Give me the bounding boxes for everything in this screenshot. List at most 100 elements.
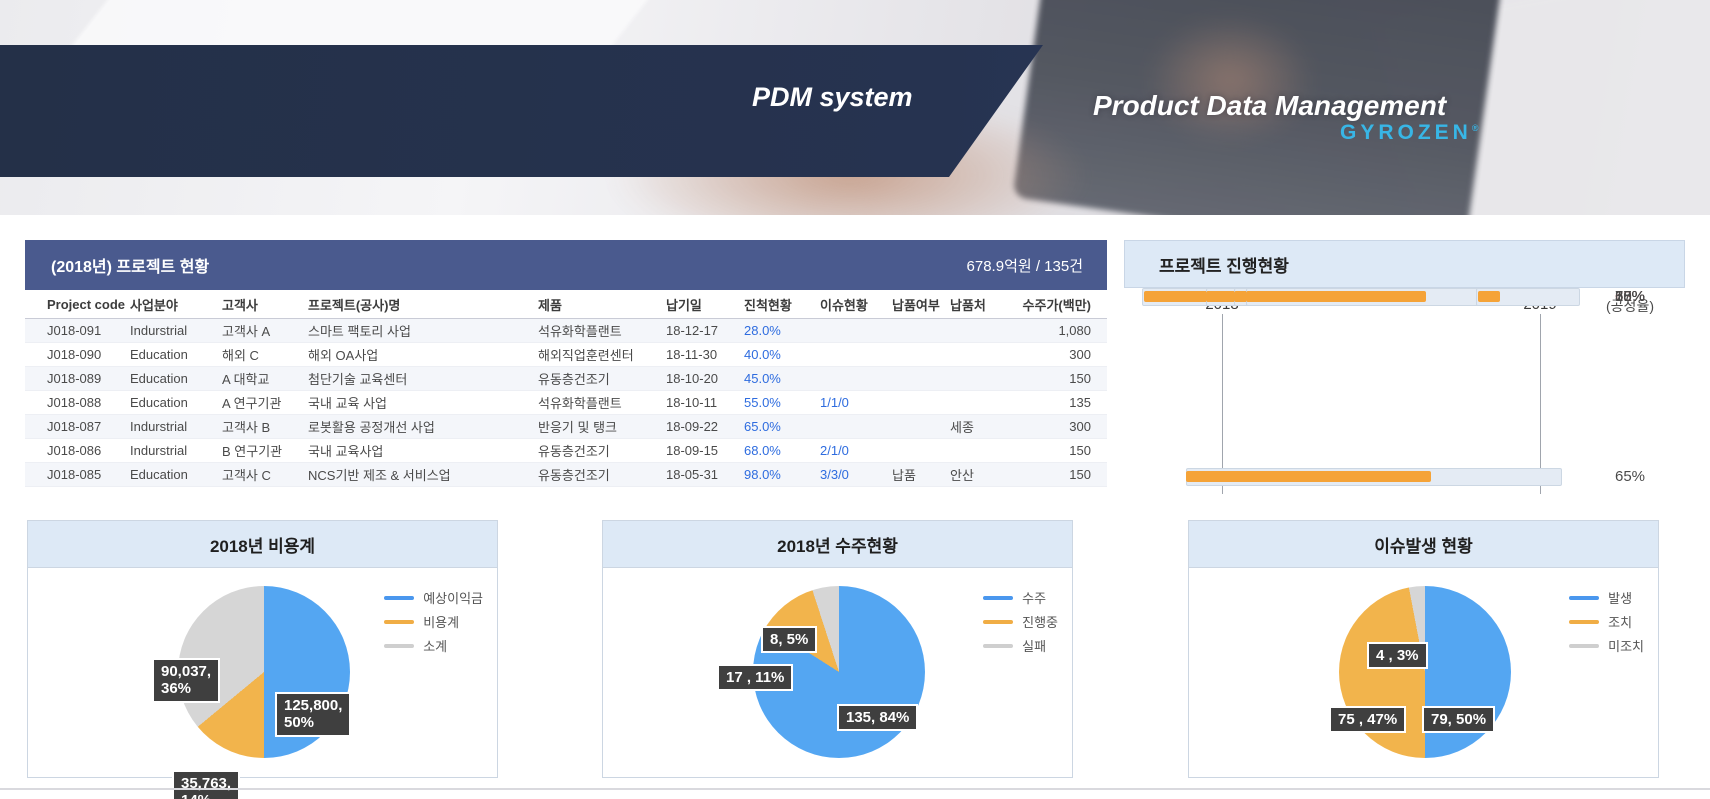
legend-label: 조치	[1608, 615, 1633, 630]
table-row[interactable]: J018-086 Indurstrial B 연구기관 국내 교육사업 유동층건…	[25, 439, 1107, 463]
cell-code: J018-087	[47, 419, 102, 434]
cell-amount: 150	[1069, 371, 1091, 386]
pie-data-label: 35,763,14%	[172, 770, 241, 799]
gantt-panel-title: 프로젝트 진행현황	[1124, 240, 1685, 288]
gyrozen-logo-text: GYROZEN	[1340, 121, 1472, 144]
cell-product: 해외직업훈련센터	[538, 348, 634, 363]
pie-data-label: 75 , 47%	[1329, 706, 1407, 734]
cell-project: NCS기반 제조 & 서비스업	[308, 468, 451, 483]
label-line: 14%	[181, 792, 231, 799]
gantt-progress-label: 68%	[1614, 288, 1646, 305]
cell-amount: 1,080	[1058, 323, 1091, 338]
cell-project: 국내 교육 사업	[308, 396, 387, 411]
pie-chart-area: 예상이익금 비용계 소계 125,800,50% 35,763,14% 90,0…	[28, 568, 497, 799]
pie-data-label: 90,037, 36%	[152, 658, 221, 703]
cell-product: 석유화학플랜트	[538, 324, 622, 339]
project-status-header: (2018년) 프로젝트 현황 678.9억원 / 135건	[25, 240, 1107, 290]
gridline-2018	[1222, 314, 1223, 494]
project-status-panel: (2018년) 프로젝트 현황 678.9억원 / 135건 Project c…	[25, 240, 1107, 487]
cell-progress: 40.0%	[744, 347, 781, 362]
cell-progress: 68.0%	[744, 443, 781, 458]
cell-biz: Indurstrial	[130, 419, 188, 434]
legend-item: 수주	[983, 588, 1058, 607]
pie-data-label: 17 , 11%	[717, 664, 794, 692]
label-line: 35,763,	[181, 775, 232, 792]
pie-chart-area: 발생 조치 미조치 79, 50% 75 , 47% 4 , 3%	[1189, 568, 1658, 778]
cell-due: 18-10-11	[666, 395, 718, 410]
legend-item: 예상이익금	[384, 588, 483, 607]
legend-item: 비용계	[384, 612, 483, 631]
legend-item: 진행중	[983, 612, 1058, 631]
cell-progress: 98.0%	[744, 467, 781, 482]
cell-code: J018-090	[47, 347, 102, 362]
cell-client: 고객사 A	[222, 324, 271, 339]
label-line: 50%	[284, 714, 315, 732]
label-line: 125,800,	[284, 697, 343, 714]
cell-amount: 135	[1069, 395, 1091, 410]
table-row[interactable]: J018-089 Education A 대학교 첨단기술 교육센터 유동층건조…	[25, 367, 1107, 391]
cell-project: 국내 교육사업	[308, 444, 384, 459]
legend-label: 소계	[423, 639, 448, 654]
legend-item: 발생	[1569, 588, 1644, 607]
cell-product: 유동층건조기	[538, 444, 610, 459]
cell-progress: 45.0%	[744, 371, 781, 386]
photo-finger-shape	[1145, 15, 1315, 145]
cell-client: 고객사 C	[222, 468, 271, 483]
table-row[interactable]: J018-088 Education A 연구기관 국내 교육 사업 석유화학플…	[25, 391, 1107, 415]
cell-client: 해외 C	[222, 348, 259, 363]
cell-project: 스마트 팩토리 사업	[308, 324, 411, 339]
legend-swatch	[384, 595, 415, 600]
table-row[interactable]: J018-091 Indurstrial 고객사 A 스마트 팩토리 사업 석유…	[25, 319, 1107, 343]
cell-code: J018-088	[47, 395, 102, 410]
cell-project: 첨단기술 교육센터	[308, 372, 408, 387]
pie-panel-title: 2018년 비용계	[28, 521, 497, 568]
pie-panel-title: 2018년 수주현황	[603, 521, 1072, 568]
label-line: 36%	[161, 680, 192, 698]
gantt-track	[1476, 288, 1580, 306]
legend: 수주 진행중 실패	[983, 588, 1058, 660]
legend-swatch	[1569, 643, 1600, 648]
col-delivery: 납품여부	[892, 297, 940, 313]
cell-issues: 2/1/0	[820, 443, 849, 458]
col-project-code: Project code	[47, 296, 126, 312]
table-column-header-row: Project code 사업분야 고객사 프로젝트(공사)명 제품 납기일 진…	[25, 290, 1107, 319]
cell-progress: 65.0%	[744, 419, 781, 434]
legend-label: 실패	[1022, 639, 1047, 654]
cell-product: 유동층건조기	[538, 468, 610, 483]
cell-biz: Education	[130, 347, 188, 362]
cell-code: J018-091	[47, 323, 102, 338]
pdm-system-title: PDM system	[752, 82, 913, 112]
table-row[interactable]: J018-087 Indurstrial 고객사 B 로봇활용 공정개선 사업 …	[25, 415, 1107, 439]
gantt-bar	[1478, 291, 1500, 302]
gantt-progress-label: 70%	[1614, 288, 1646, 305]
legend: 예상이익금 비용계 소계	[384, 588, 483, 660]
table-row[interactable]: J018-090 Education 해외 C 해외 OA사업 해외직업훈련센터…	[25, 343, 1107, 367]
col-product: 제품	[538, 297, 562, 313]
summary-badge: 678.9억원 / 135건	[966, 257, 1083, 275]
orders-pie-panel: 2018년 수주현황 수주 진행중 실패 135, 84% 17 , 11%	[602, 520, 1073, 778]
legend: 발생 조치 미조치	[1569, 588, 1644, 660]
product-data-management-title: Product Data Management	[1093, 90, 1447, 121]
legend-item: 조치	[1569, 612, 1644, 631]
legend-swatch	[1569, 595, 1600, 600]
gantt-row: 68%	[1124, 288, 1685, 306]
col-amount: 수주가(백만)	[1022, 297, 1091, 313]
cell-progress: 28.0%	[744, 323, 781, 338]
cell-site: 세종	[950, 420, 974, 435]
footer-divider	[0, 788, 1710, 790]
legend-swatch	[1569, 619, 1600, 624]
cell-product: 반응기 및 탱크	[538, 420, 617, 435]
legend-label: 진행중	[1022, 615, 1058, 630]
cell-due: 18-11-30	[666, 347, 718, 362]
cell-issues: 3/3/0	[820, 467, 849, 482]
gantt-row: 15%	[1124, 288, 1685, 306]
col-client: 고객사	[222, 297, 258, 313]
cell-client: 고객사 B	[222, 420, 271, 435]
cell-product: 유동층건조기	[538, 372, 610, 387]
legend-swatch	[983, 595, 1014, 600]
cell-amount: 300	[1069, 419, 1091, 434]
legend-swatch	[983, 619, 1014, 624]
table-row[interactable]: J018-085 Education 고객사 C NCS기반 제조 & 서비스업…	[25, 463, 1107, 487]
cell-biz: Education	[130, 395, 188, 410]
